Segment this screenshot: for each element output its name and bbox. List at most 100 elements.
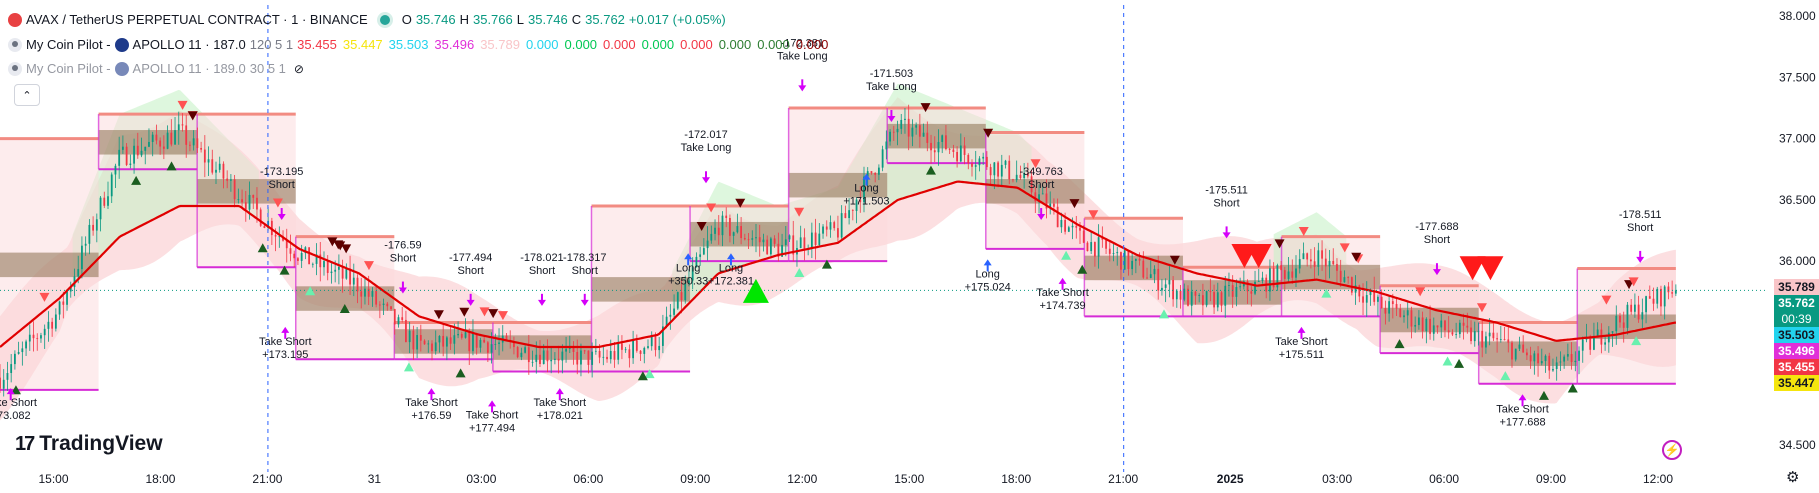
candle-body — [99, 197, 102, 220]
candle-body — [405, 319, 407, 343]
ohlc-c-label: C — [571, 12, 582, 27]
candle-body — [527, 347, 530, 363]
brown-box — [690, 221, 789, 247]
candle-body — [1086, 242, 1089, 252]
collapse-legend-button[interactable]: ⌃ — [14, 84, 40, 106]
candle-body — [1496, 338, 1499, 340]
candle-body — [755, 237, 757, 239]
candle-body — [1488, 332, 1491, 337]
candle-body — [1350, 277, 1353, 293]
sell-signal-marker — [1298, 227, 1309, 237]
apollo-icon — [114, 37, 129, 52]
annotation-text: +174.739 — [1039, 300, 1085, 312]
candle-body — [103, 197, 106, 206]
candle-body — [62, 301, 65, 305]
indicator-lines — [0, 180, 1765, 349]
x-tick-label: 18:00 — [145, 472, 175, 486]
candle-body — [1466, 325, 1469, 328]
candle-body — [863, 176, 865, 203]
candle-body — [866, 171, 869, 177]
candle-body — [1529, 355, 1532, 362]
candle-body — [285, 240, 288, 249]
candle-body — [386, 303, 389, 307]
sell-signal-marker — [1274, 239, 1285, 249]
candle-body — [397, 317, 400, 325]
candle-body — [1067, 227, 1070, 232]
candle-body — [1280, 265, 1283, 271]
candle-body — [1306, 253, 1309, 260]
trade-annotation: Long+175.024 — [965, 259, 1011, 293]
candle-body — [1414, 325, 1417, 327]
candle-body — [1656, 288, 1659, 304]
candle-body — [1168, 280, 1171, 285]
candle-body — [1201, 295, 1204, 306]
x-tick-label: 06:00 — [573, 472, 603, 486]
sell-signal-marker — [187, 111, 198, 121]
annotation-text: Take Long — [681, 142, 732, 154]
price-scale-label: 35.762 — [1774, 295, 1819, 312]
candle-body — [1607, 332, 1610, 343]
candle-body — [1645, 296, 1647, 313]
candle-body — [1362, 296, 1364, 303]
buy-signal-marker — [1567, 383, 1578, 393]
candle-body — [665, 316, 668, 327]
candle-body — [472, 333, 474, 352]
candle-body — [810, 232, 813, 249]
candle-body — [833, 222, 836, 229]
annotation-text: +178.021 — [537, 410, 583, 422]
gear-icon[interactable]: ⚙ — [1786, 469, 1800, 486]
buy-signal-marker — [305, 286, 316, 296]
indicator2-legend[interactable]: My Coin Pilot - APOLLO 11 · 189.0 30 5 1… — [8, 61, 304, 76]
candle-body — [1626, 304, 1629, 328]
candle-body — [453, 335, 456, 344]
hidden-eye-icon[interactable]: ⊘ — [293, 61, 304, 76]
candle-body — [829, 222, 832, 230]
candle-body — [1205, 291, 1208, 306]
indicator1-value: 35.789 — [480, 37, 520, 52]
sell-signal-marker — [1476, 303, 1487, 313]
candle-body — [419, 335, 422, 341]
candle-body — [1209, 291, 1212, 293]
indicator1-params: 120 5 1 — [249, 37, 294, 52]
y-tick-label: 38.000 — [1779, 9, 1816, 23]
annotation-text: Short — [390, 253, 416, 265]
candle-body — [933, 150, 936, 153]
candle-body — [1641, 312, 1644, 320]
annotation-text: Short — [529, 265, 555, 277]
candle-body — [1213, 292, 1215, 308]
candle-body — [144, 146, 147, 151]
candle-body — [1138, 258, 1141, 261]
candle-body — [1566, 354, 1569, 357]
candle-body — [572, 345, 575, 352]
candle-body — [434, 342, 437, 352]
candle-body — [345, 268, 348, 279]
candle-body — [1652, 298, 1655, 304]
candle-body — [1164, 284, 1167, 288]
indicator1-legend[interactable]: My Coin Pilot - APOLLO 11 · 187.0 120 5 … — [8, 37, 828, 52]
candle-body — [233, 179, 236, 200]
indicator1-name[interactable]: My Coin Pilot - — [26, 37, 111, 52]
candle-body — [1034, 192, 1037, 202]
candle-body — [162, 146, 165, 149]
candle-body — [241, 199, 243, 203]
candle-body — [725, 215, 728, 219]
candle-body — [851, 210, 854, 211]
brown-box — [1478, 341, 1578, 366]
symbol-title[interactable]: AVAX / TetherUS PERPETUAL CONTRACT · 1 ·… — [26, 12, 368, 27]
buy-signal-marker — [1454, 358, 1465, 368]
candle-body — [844, 213, 847, 219]
buy-signal-marker — [1500, 371, 1511, 381]
candle-body — [1321, 250, 1323, 259]
candle-body — [609, 350, 612, 360]
candle-body — [1302, 253, 1305, 260]
annotation-text: -349.763 — [1019, 166, 1062, 178]
indicator2-name[interactable]: My Coin Pilot - — [26, 61, 111, 76]
lightning-icon[interactable]: ⚡ — [1662, 440, 1682, 460]
candle-body — [1559, 361, 1562, 363]
indicator1-value: 0.000 — [603, 37, 636, 52]
candle-body — [170, 132, 173, 145]
sell-signal-marker — [1169, 255, 1180, 265]
ohlc-low: 35.746 — [527, 12, 568, 27]
